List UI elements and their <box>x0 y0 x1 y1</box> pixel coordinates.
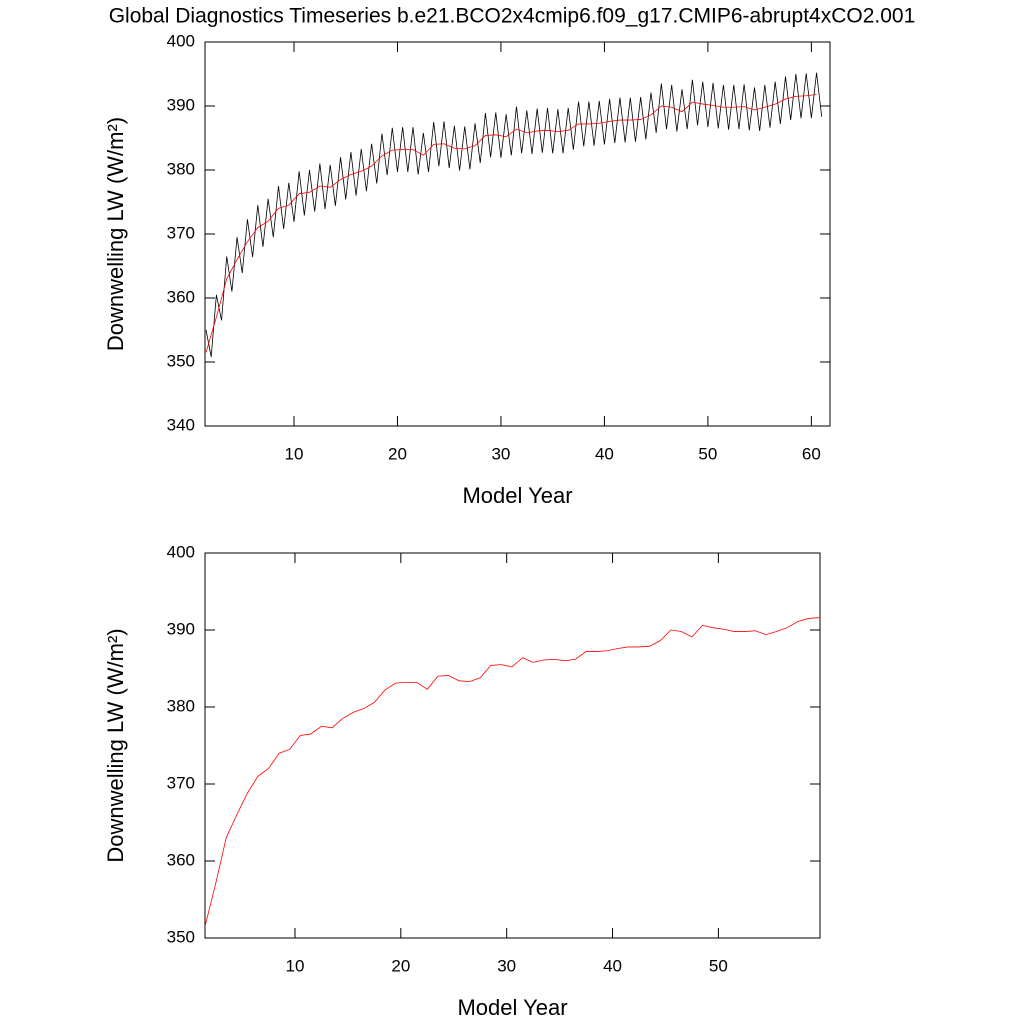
y-tick-label: 400 <box>167 31 195 50</box>
x-axis-label: Model Year <box>457 995 567 1020</box>
y-tick-label: 340 <box>167 415 195 434</box>
y-tick-label: 390 <box>167 95 195 114</box>
x-tick-label: 30 <box>491 444 510 463</box>
x-tick-label: 40 <box>595 444 614 463</box>
x-tick-label: 10 <box>285 444 304 463</box>
y-tick-label: 370 <box>167 223 195 242</box>
x-tick-label: 20 <box>388 444 407 463</box>
data-line <box>205 94 817 353</box>
y-tick-label: 360 <box>167 287 195 306</box>
y-tick-label: 350 <box>167 351 195 370</box>
y-tick-label: 390 <box>167 619 195 638</box>
x-tick-label: 50 <box>698 444 717 463</box>
data-line <box>205 72 823 357</box>
x-axis-label: Model Year <box>462 483 572 508</box>
plot-frame <box>204 41 831 427</box>
plot-frame <box>204 552 821 939</box>
y-axis-label: Downwelling LW (W/m²) <box>103 117 128 351</box>
y-tick-label: 400 <box>167 542 195 561</box>
x-tick-label: 50 <box>709 956 728 975</box>
chart-title: Global Diagnostics Timeseries b.e21.BCO2… <box>109 5 916 28</box>
data-line <box>204 617 819 927</box>
x-tick-label: 10 <box>286 956 305 975</box>
y-tick-label: 380 <box>167 159 195 178</box>
x-tick-label: 30 <box>497 956 516 975</box>
y-axis-label: Downwelling LW (W/m²) <box>103 628 128 862</box>
y-tick-label: 360 <box>167 850 195 869</box>
x-tick-label: 40 <box>603 956 622 975</box>
x-tick-label: 60 <box>802 444 821 463</box>
y-tick-label: 370 <box>167 773 195 792</box>
y-tick-label: 350 <box>167 927 195 946</box>
y-tick-label: 380 <box>167 696 195 715</box>
x-tick-label: 20 <box>391 956 410 975</box>
